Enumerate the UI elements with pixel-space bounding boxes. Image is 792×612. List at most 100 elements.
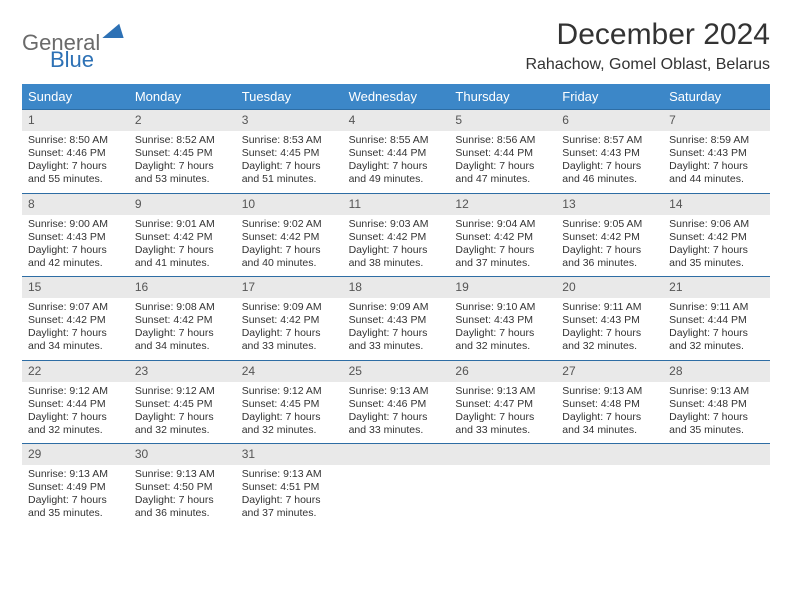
day-number: 29	[22, 444, 129, 465]
sunset-text: Sunset: 4:43 PM	[562, 147, 657, 160]
day-content: Sunrise: 9:04 AMSunset: 4:42 PMDaylight:…	[449, 215, 556, 277]
day-number: 10	[236, 194, 343, 215]
day-number: 1	[22, 110, 129, 131]
daylight-text: Daylight: 7 hours and 36 minutes.	[562, 244, 657, 270]
day-content: Sunrise: 8:59 AMSunset: 4:43 PMDaylight:…	[663, 131, 770, 193]
sunset-text: Sunset: 4:48 PM	[669, 398, 764, 411]
day-number: 23	[129, 361, 236, 382]
sunrise-text: Sunrise: 8:56 AM	[455, 134, 550, 147]
sunset-text: Sunset: 4:43 PM	[28, 231, 123, 244]
day-number: 18	[343, 277, 450, 298]
daylight-text: Daylight: 7 hours and 32 minutes.	[669, 327, 764, 353]
day-number: 24	[236, 361, 343, 382]
day-content: Sunrise: 9:08 AMSunset: 4:42 PMDaylight:…	[129, 298, 236, 360]
daylight-text: Daylight: 7 hours and 49 minutes.	[349, 160, 444, 186]
day-number: 25	[343, 361, 450, 382]
day-cell: 20Sunrise: 9:11 AMSunset: 4:43 PMDayligh…	[556, 276, 663, 360]
daylight-text: Daylight: 7 hours and 53 minutes.	[135, 160, 230, 186]
daylight-text: Daylight: 7 hours and 37 minutes.	[455, 244, 550, 270]
calendar-grid: SundayMondayTuesdayWednesdayThursdayFrid…	[22, 84, 770, 527]
sunset-text: Sunset: 4:51 PM	[242, 481, 337, 494]
sunset-text: Sunset: 4:48 PM	[562, 398, 657, 411]
day-cell: 3Sunrise: 8:53 AMSunset: 4:45 PMDaylight…	[236, 109, 343, 193]
sunset-text: Sunset: 4:42 PM	[349, 231, 444, 244]
day-cell: 12Sunrise: 9:04 AMSunset: 4:42 PMDayligh…	[449, 193, 556, 277]
day-number-empty	[556, 444, 663, 465]
day-cell: 4Sunrise: 8:55 AMSunset: 4:44 PMDaylight…	[343, 109, 450, 193]
day-cell: 13 Sunrise: 9:05 AMSunset: 4:42 PMDayligh…	[556, 193, 663, 277]
daylight-text: Daylight: 7 hours and 32 minutes.	[562, 327, 657, 353]
daylight-text: Daylight: 7 hours and 55 minutes.	[28, 160, 123, 186]
logo-text-blue: Blue	[50, 48, 124, 71]
day-number: 3	[236, 110, 343, 131]
page-header: General Blue December 2024 Rahachow, Gom…	[22, 18, 770, 74]
sunrise-text: Sunrise: 9:07 AM	[28, 301, 123, 314]
day-content: Sunrise: 9:12 AMSunset: 4:45 PMDaylight:…	[236, 382, 343, 444]
day-content: Sunrise: 9:01 AMSunset: 4:42 PMDaylight:…	[129, 215, 236, 277]
daylight-text: Daylight: 7 hours and 44 minutes.	[669, 160, 764, 186]
sunrise-text: Sunrise: 8:57 AM	[562, 134, 657, 147]
sunset-text: Sunset: 4:50 PM	[135, 481, 230, 494]
sunset-text: Sunset: 4:42 PM	[455, 231, 550, 244]
sunrise-text: Sunrise: 9:09 AM	[349, 301, 444, 314]
daylight-text: Daylight: 7 hours and 51 minutes.	[242, 160, 337, 186]
day-cell: 21Sunrise: 9:11 AMSunset: 4:44 PMDayligh…	[663, 276, 770, 360]
sunrise-text: Sunrise: 9:13 AM	[455, 385, 550, 398]
day-content: Sunrise: 8:50 AMSunset: 4:46 PMDaylight:…	[22, 131, 129, 193]
sunset-text: Sunset: 4:42 PM	[562, 231, 657, 244]
day-cell: 8Sunrise: 9:00 AMSunset: 4:43 PMDaylight…	[22, 193, 129, 277]
day-number: 20	[556, 277, 663, 298]
day-number: 6	[556, 110, 663, 131]
day-cell: 23Sunrise: 9:12 AMSunset: 4:45 PMDayligh…	[129, 360, 236, 444]
day-cell: 1Sunrise: 8:50 AMSunset: 4:46 PMDaylight…	[22, 109, 129, 193]
day-content: Sunrise: 9:02 AMSunset: 4:42 PMDaylight:…	[236, 215, 343, 277]
sunset-text: Sunset: 4:42 PM	[669, 231, 764, 244]
sunset-text: Sunset: 4:47 PM	[455, 398, 550, 411]
sunrise-text: Sunrise: 9:05 AM	[562, 218, 657, 231]
location-text: Rahachow, Gomel Oblast, Belarus	[525, 56, 770, 74]
day-cell: 10Sunrise: 9:02 AMSunset: 4:42 PMDayligh…	[236, 193, 343, 277]
daylight-text: Daylight: 7 hours and 37 minutes.	[242, 494, 337, 520]
sunrise-text: Sunrise: 8:52 AM	[135, 134, 230, 147]
sunrise-text: Sunrise: 9:13 AM	[242, 468, 337, 481]
sunset-text: Sunset: 4:44 PM	[28, 398, 123, 411]
day-content: Sunrise: 9:13 AMSunset: 4:48 PMDaylight:…	[663, 382, 770, 444]
sunrise-text: Sunrise: 9:04 AM	[455, 218, 550, 231]
day-cell: 2Sunrise: 8:52 AMSunset: 4:45 PMDaylight…	[129, 109, 236, 193]
sunset-text: Sunset: 4:42 PM	[242, 231, 337, 244]
daylight-text: Daylight: 7 hours and 47 minutes.	[455, 160, 550, 186]
daylight-text: Daylight: 7 hours and 32 minutes.	[28, 411, 123, 437]
sunrise-text: Sunrise: 8:50 AM	[28, 134, 123, 147]
day-cell: 9Sunrise: 9:01 AMSunset: 4:42 PMDaylight…	[129, 193, 236, 277]
day-content: Sunrise: 9:13 AMSunset: 4:46 PMDaylight:…	[343, 382, 450, 444]
month-title: December 2024	[525, 18, 770, 52]
sunset-text: Sunset: 4:43 PM	[455, 314, 550, 327]
day-header: Wednesday	[343, 84, 450, 109]
day-number-empty	[449, 444, 556, 465]
daylight-text: Daylight: 7 hours and 33 minutes.	[455, 411, 550, 437]
day-number: 30	[129, 444, 236, 465]
sunset-text: Sunset: 4:45 PM	[242, 147, 337, 160]
brand-logo: General Blue	[22, 22, 124, 71]
sunset-text: Sunset: 4:45 PM	[135, 398, 230, 411]
day-cell: 16Sunrise: 9:08 AMSunset: 4:42 PMDayligh…	[129, 276, 236, 360]
day-cell: 5Sunrise: 8:56 AMSunset: 4:44 PMDaylight…	[449, 109, 556, 193]
day-number: 17	[236, 277, 343, 298]
day-cell: 25Sunrise: 9:13 AMSunset: 4:46 PMDayligh…	[343, 360, 450, 444]
daylight-text: Daylight: 7 hours and 32 minutes.	[242, 411, 337, 437]
day-header: Saturday	[663, 84, 770, 109]
title-block: December 2024 Rahachow, Gomel Oblast, Be…	[525, 18, 770, 74]
day-content: Sunrise: 9:00 AMSunset: 4:43 PMDaylight:…	[22, 215, 129, 277]
day-cell: 15Sunrise: 9:07 AMSunset: 4:42 PMDayligh…	[22, 276, 129, 360]
daylight-text: Daylight: 7 hours and 36 minutes.	[135, 494, 230, 520]
day-header: Friday	[556, 84, 663, 109]
day-cell: 7Sunrise: 8:59 AMSunset: 4:43 PMDaylight…	[663, 109, 770, 193]
day-number: 13	[556, 194, 663, 215]
day-content: Sunrise: 9:09 AMSunset: 4:43 PMDaylight:…	[343, 298, 450, 360]
day-content: Sunrise: 9:10 AMSunset: 4:43 PMDaylight:…	[449, 298, 556, 360]
sunset-text: Sunset: 4:45 PM	[135, 147, 230, 160]
daylight-text: Daylight: 7 hours and 34 minutes.	[28, 327, 123, 353]
day-number: 11	[343, 194, 450, 215]
daylight-text: Daylight: 7 hours and 40 minutes.	[242, 244, 337, 270]
day-content: Sunrise: 8:56 AMSunset: 4:44 PMDaylight:…	[449, 131, 556, 193]
